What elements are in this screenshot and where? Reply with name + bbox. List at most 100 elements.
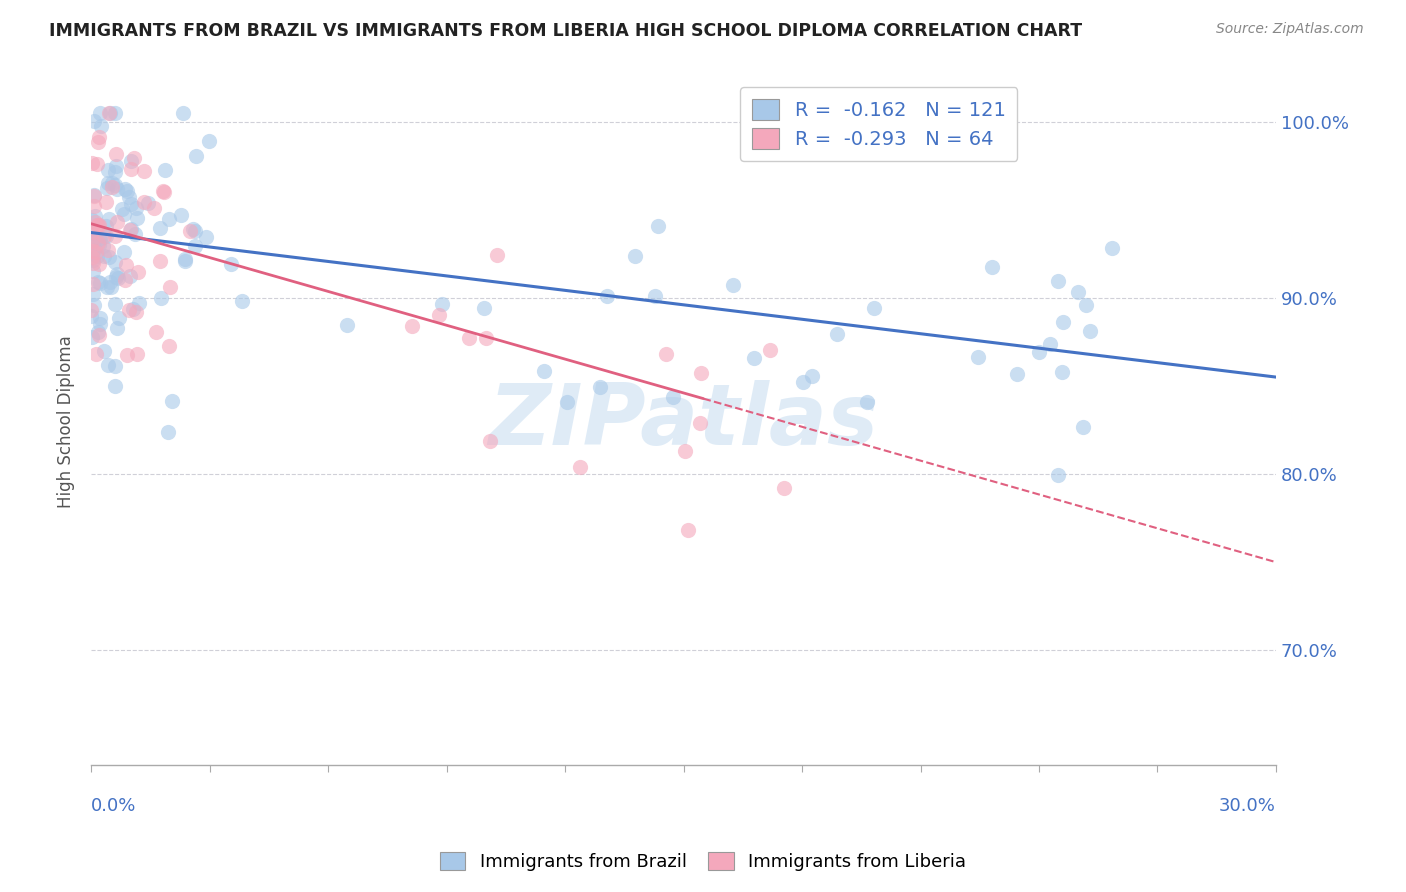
Point <box>82 330 104 344</box>
Point <box>89 310 111 325</box>
Point <box>427 309 450 323</box>
Point <box>89 232 111 246</box>
Point <box>83 187 105 202</box>
Point <box>86 275 108 289</box>
Point <box>136 195 159 210</box>
Point <box>112 245 135 260</box>
Point <box>104 297 127 311</box>
Point <box>157 339 180 353</box>
Point <box>181 221 204 235</box>
Point <box>90 120 112 134</box>
Point <box>654 347 676 361</box>
Point <box>96 279 118 293</box>
Text: Source: ZipAtlas.com: Source: ZipAtlas.com <box>1216 22 1364 37</box>
Point <box>863 301 886 315</box>
Point <box>125 211 148 225</box>
Point <box>120 222 142 236</box>
Point <box>143 202 166 216</box>
Point <box>120 223 142 237</box>
Point <box>127 347 149 361</box>
Point <box>153 185 176 199</box>
Point <box>80 309 103 323</box>
Point <box>475 331 498 345</box>
Point <box>93 228 115 243</box>
Point <box>160 394 183 409</box>
Point <box>103 165 125 179</box>
Point <box>97 250 120 264</box>
Point <box>662 390 685 404</box>
Point <box>86 136 108 150</box>
Point <box>336 318 359 332</box>
Point <box>89 129 111 144</box>
Point <box>114 258 136 272</box>
Point <box>472 301 495 315</box>
Point <box>152 184 174 198</box>
Point <box>82 277 104 291</box>
Point <box>87 238 110 252</box>
Point <box>107 215 129 229</box>
Point <box>97 358 120 372</box>
Point <box>198 135 221 149</box>
Point <box>485 248 508 262</box>
Point <box>80 235 103 250</box>
Point <box>231 294 253 309</box>
Point <box>107 270 129 285</box>
Point <box>84 245 107 260</box>
Point <box>183 238 205 252</box>
Point <box>112 207 135 221</box>
Legend: R =  -0.162   N = 121, R =  -0.293   N = 64: R = -0.162 N = 121, R = -0.293 N = 64 <box>741 87 1018 161</box>
Point <box>97 176 120 190</box>
Point <box>104 159 127 173</box>
Point <box>596 289 619 303</box>
Point <box>689 416 711 430</box>
Point <box>478 434 501 448</box>
Point <box>82 250 104 264</box>
Point <box>104 178 127 193</box>
Point <box>80 225 103 239</box>
Point <box>676 523 699 537</box>
Point <box>97 162 120 177</box>
Point <box>120 162 142 177</box>
Point <box>105 146 128 161</box>
Point <box>103 359 125 373</box>
Point <box>105 270 128 285</box>
Point <box>96 219 118 234</box>
Point <box>690 366 713 380</box>
Point <box>86 218 108 232</box>
Point <box>533 364 555 378</box>
Point <box>83 209 105 223</box>
Point <box>87 218 110 232</box>
Point <box>172 105 194 120</box>
Point <box>118 303 141 318</box>
Point <box>118 269 141 284</box>
Point <box>569 459 592 474</box>
Point <box>624 249 647 263</box>
Point <box>82 287 104 301</box>
Point <box>80 245 103 260</box>
Point <box>132 164 155 178</box>
Point <box>1078 324 1101 338</box>
Point <box>184 224 207 238</box>
Point <box>124 152 146 166</box>
Point <box>157 425 180 440</box>
Point <box>82 156 104 170</box>
Point <box>1052 315 1074 329</box>
Point <box>104 255 127 269</box>
Point <box>96 181 118 195</box>
Point <box>673 443 696 458</box>
Point <box>97 105 120 120</box>
Point <box>801 369 824 384</box>
Point <box>86 248 108 262</box>
Point <box>97 211 120 226</box>
Point <box>96 229 118 244</box>
Point <box>179 224 201 238</box>
Point <box>83 114 105 128</box>
Point <box>401 319 423 334</box>
Point <box>125 201 148 215</box>
Text: IMMIGRANTS FROM BRAZIL VS IMMIGRANTS FROM LIBERIA HIGH SCHOOL DIPLOMA CORRELATIO: IMMIGRANTS FROM BRAZIL VS IMMIGRANTS FRO… <box>49 22 1083 40</box>
Point <box>825 327 848 342</box>
Point <box>219 257 242 271</box>
Point <box>82 264 104 278</box>
Point <box>83 189 105 203</box>
Point <box>966 351 988 365</box>
